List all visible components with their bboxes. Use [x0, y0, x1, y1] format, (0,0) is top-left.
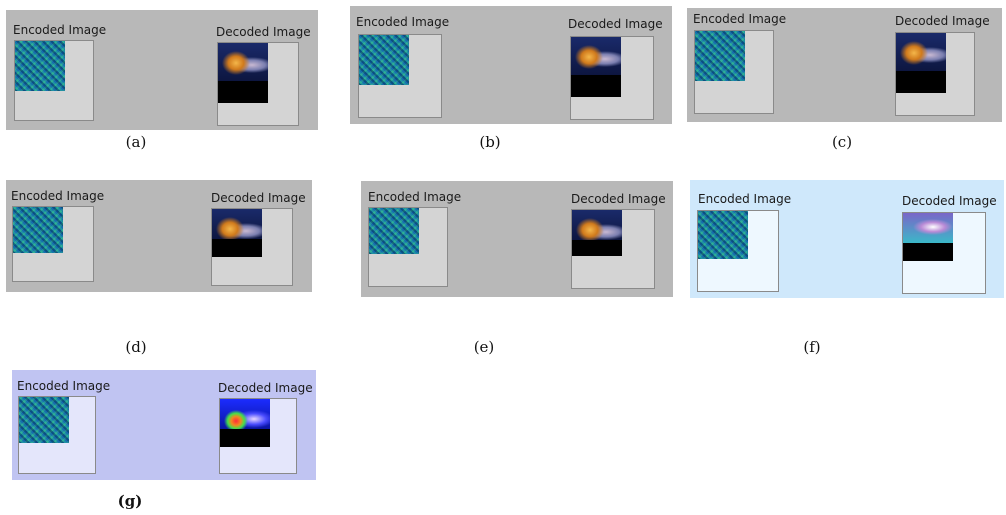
decoded-image-frame [570, 36, 654, 120]
encoded-image-frame [368, 207, 448, 287]
encoded-image-frame [697, 210, 779, 292]
decoded-image-label: Decoded Image [211, 191, 306, 205]
panel-d: Encoded Image Decoded Image [6, 180, 312, 292]
encoded-image-frame [14, 40, 94, 121]
encoded-image-frame [18, 396, 96, 474]
decoded-image-frame [571, 209, 655, 289]
decoded-image-label: Decoded Image [571, 192, 666, 206]
encoded-image-label: Encoded Image [356, 15, 450, 29]
decoded-image-label: Decoded Image [218, 381, 313, 395]
decoded-image-label: Decoded Image [902, 194, 997, 208]
encoded-image-label: Encoded Image [17, 379, 111, 393]
encoded-image [698, 211, 748, 259]
decoded-image-frame [217, 42, 299, 126]
panel-f: Encoded Image Decoded Image [690, 180, 1004, 298]
decoded-image [571, 37, 621, 97]
caption-a: (a) [125, 133, 147, 151]
caption-g: (g) [117, 492, 143, 510]
decoded-image-label: Decoded Image [568, 17, 663, 31]
decoded-image [212, 209, 262, 257]
encoded-image-label: Encoded Image [368, 190, 462, 204]
panel-b: Encoded Image Decoded Image [350, 6, 672, 124]
decoded-image-frame [219, 398, 297, 474]
encoded-image [13, 207, 63, 253]
encoded-image-frame [12, 206, 94, 282]
encoded-image-label: Encoded Image [11, 189, 105, 203]
panel-e: Encoded Image Decoded Image [361, 181, 673, 297]
encoded-image [369, 208, 419, 254]
encoded-image [359, 35, 409, 85]
encoded-image [19, 397, 69, 443]
encoded-image-frame [694, 30, 774, 114]
encoded-image-label: Encoded Image [693, 12, 787, 26]
encoded-image-frame [358, 34, 442, 118]
encoded-image [15, 41, 65, 91]
caption-c: (c) [831, 133, 853, 151]
decoded-image [218, 43, 268, 103]
decoded-image-label: Decoded Image [895, 14, 990, 28]
caption-e: (e) [473, 338, 495, 356]
caption-b: (b) [479, 133, 501, 151]
decoded-image [903, 213, 953, 261]
decoded-image-label: Decoded Image [216, 25, 311, 39]
encoded-image-label: Encoded Image [13, 23, 107, 37]
caption-f: (f) [803, 338, 821, 356]
encoded-image-label: Encoded Image [698, 192, 792, 206]
panel-a: Encoded Image Decoded Image [6, 10, 318, 130]
panel-g: Encoded Image Decoded Image [12, 370, 316, 480]
decoded-image-frame [211, 208, 293, 286]
caption-d: (d) [125, 338, 147, 356]
decoded-image-frame [895, 32, 975, 116]
decoded-image-frame [902, 212, 986, 294]
decoded-image [572, 210, 622, 256]
decoded-image [220, 399, 270, 447]
decoded-image [896, 33, 946, 93]
encoded-image [695, 31, 745, 81]
panel-c: Encoded Image Decoded Image [687, 8, 1002, 122]
